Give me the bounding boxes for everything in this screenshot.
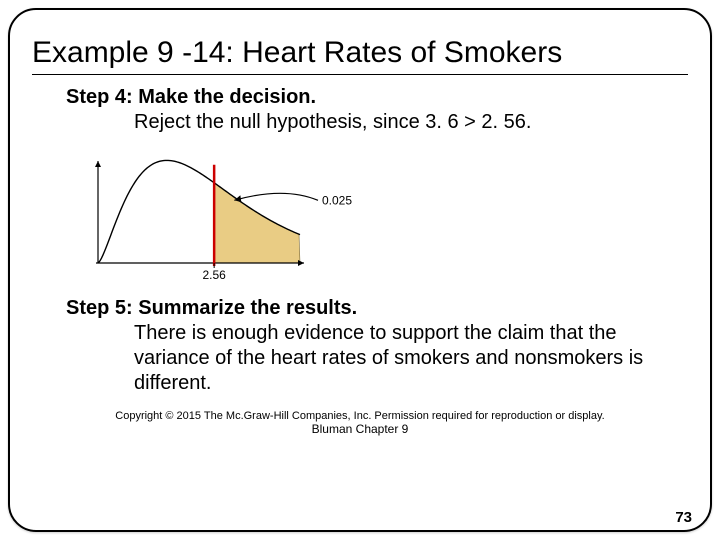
step-4-body: Reject the null hypothesis, since 3. 6 >… [134, 110, 668, 135]
svg-text:2.56: 2.56 [202, 268, 226, 282]
title-rule [32, 74, 688, 75]
page-title: Example 9 -14: Heart Rates of Smokers [32, 36, 688, 70]
f-distribution-svg: 2.56 0.025 [84, 145, 364, 285]
step-4-block: Step 4: Make the decision. Reject the nu… [66, 85, 668, 135]
step-5-heading: Step 5: Summarize the results. [66, 296, 668, 321]
page-number: 73 [675, 509, 692, 526]
step-5-body: There is enough evidence to support the … [134, 321, 668, 396]
chapter-text: Bluman Chapter 9 [32, 422, 688, 436]
step-4-heading: Step 4: Make the decision. [66, 85, 668, 110]
svg-text:0.025: 0.025 [322, 193, 352, 207]
step-5-block: Step 5: Summarize the results. There is … [66, 296, 668, 396]
f-distribution-figure: 2.56 0.025 [84, 145, 688, 290]
slide-content: Example 9 -14: Heart Rates of Smokers St… [8, 8, 712, 532]
copyright-text: Copyright © 2015 The Mc.Graw-Hill Compan… [32, 410, 688, 422]
